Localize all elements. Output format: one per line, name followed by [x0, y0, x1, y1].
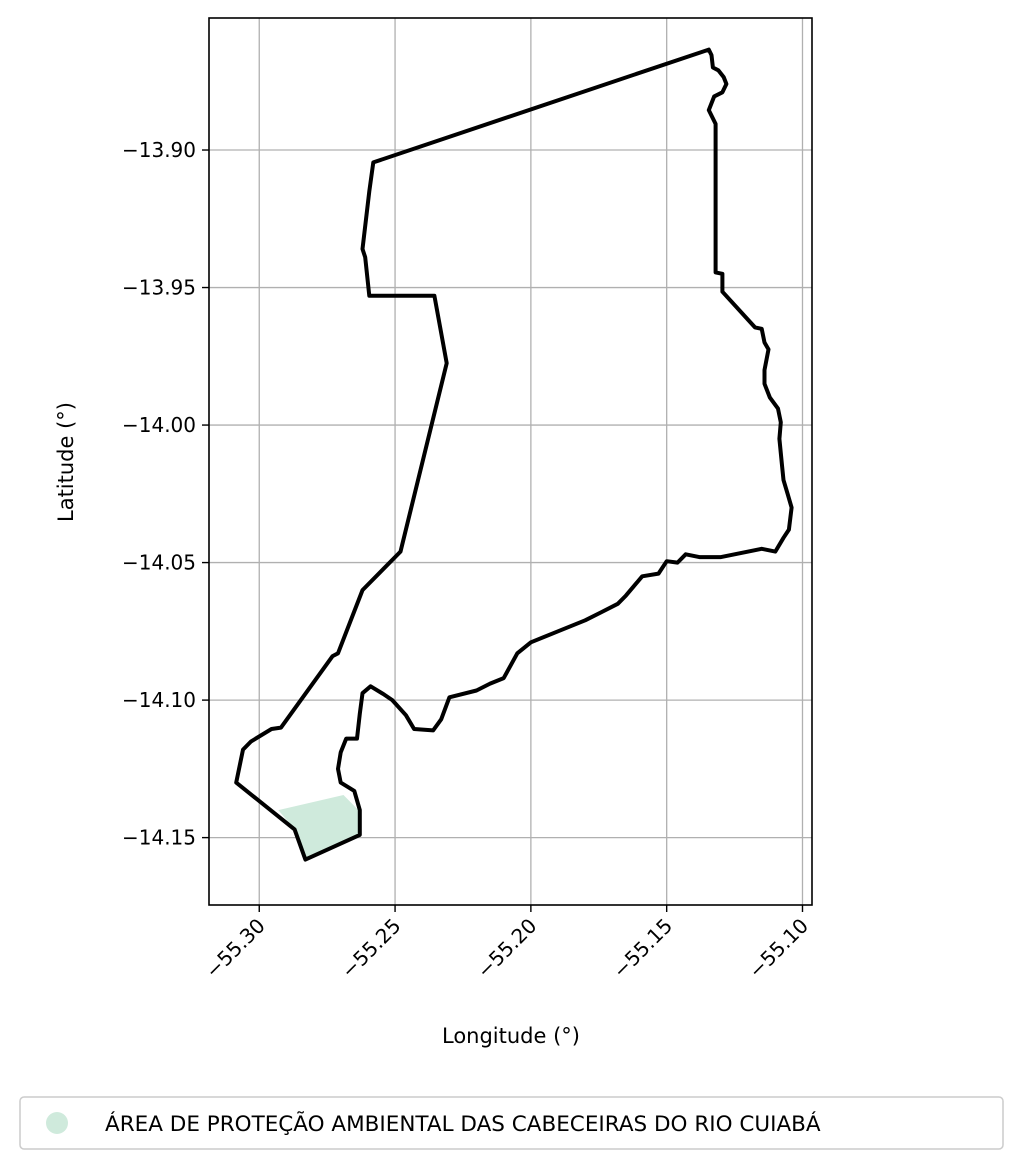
y-tick-label: −14.05 — [122, 551, 196, 575]
y-tick-label: −14.00 — [122, 413, 196, 437]
y-tick-label: −14.15 — [122, 826, 196, 850]
protected-area-boundary — [234, 47, 794, 862]
legend-box — [19, 1096, 1004, 1150]
y-axis-ticks: −13.90 −13.95 −14.00 −14.05 −14.10 −14.15 — [122, 138, 209, 850]
y-axis-label: Latitude (°) — [54, 402, 78, 522]
y-tick-label: −14.10 — [122, 688, 196, 712]
axes-frame — [208, 17, 813, 906]
legend: ÁREA DE PROTEÇÃO AMBIENTAL DAS CABECEIRA… — [19, 1096, 1004, 1150]
y-tick-label: −13.90 — [122, 138, 196, 162]
boundary-outline — [234, 47, 794, 862]
y-tick-label: −13.95 — [122, 276, 196, 300]
x-axis-label: Longitude (°) — [442, 1024, 580, 1048]
legend-swatch-marker — [46, 1112, 68, 1134]
legend-entry-label: ÁREA DE PROTEÇÃO AMBIENTAL DAS CABECEIRA… — [105, 1110, 821, 1137]
